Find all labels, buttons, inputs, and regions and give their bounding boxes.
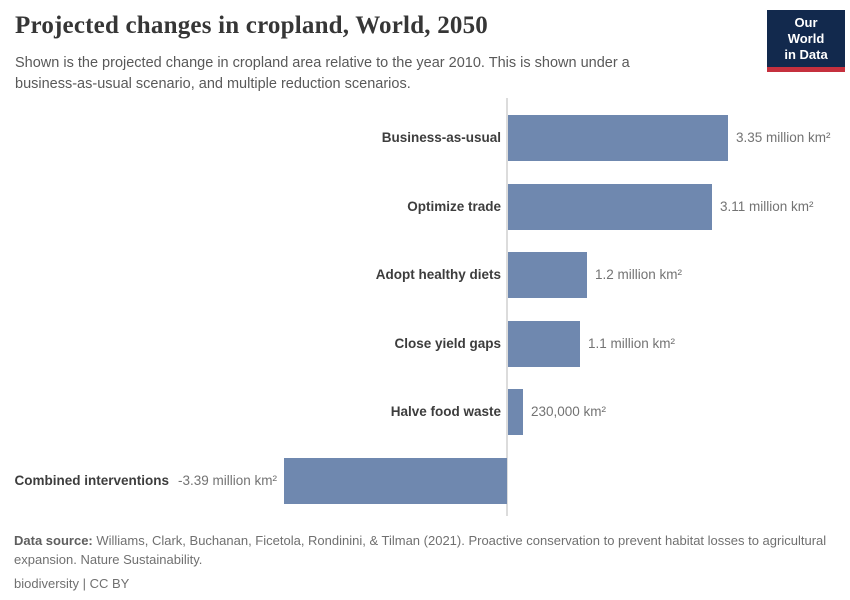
data-source-text: Williams, Clark, Buchanan, Ficetola, Ron… [14,533,827,567]
bar [508,252,587,298]
bar-row: Close yield gaps 1.1 million km² [0,321,850,367]
category-label: Combined interventions [14,473,169,488]
license-line: biodiversity | CC BY [14,576,130,591]
owid-logo: Our World in Data [767,10,845,72]
chart-footer: Data source: Williams, Clark, Buchanan, … [14,531,832,593]
bar-row: Halve food waste 230,000 km² [0,389,850,435]
chart-subtitle: Shown is the projected change in croplan… [15,55,630,92]
owid-logo-line1: Our World [787,15,825,46]
category-label: Business-as-usual [381,130,501,145]
category-label: Optimize trade [407,199,501,214]
zero-axis-line [506,98,508,516]
category-label: Halve food waste [390,404,501,419]
data-source-label: Data source: [14,533,93,548]
value-label: 1.1 million km² [588,336,676,351]
bar-row: Optimize trade 3.11 million km² [0,184,850,230]
bar [508,184,712,230]
value-label: 3.11 million km² [720,199,814,214]
bar [508,115,728,161]
bar [508,321,580,367]
bar-row: Business-as-usual 3.35 million km² [0,115,850,161]
bar [508,389,523,435]
bar-row: Adopt healthy diets 1.2 million km² [0,252,850,298]
page-title: Projected changes in cropland, World, 20… [15,12,488,39]
value-label: 230,000 km² [531,404,607,419]
value-label: -3.39 million km² [177,473,277,488]
value-label: 3.35 million km² [736,130,831,145]
category-label: Close yield gaps [394,336,501,351]
bar-row: Combined interventions -3.39 million km² [0,458,850,504]
bar [284,458,507,504]
value-label: 1.2 million km² [595,267,683,282]
owid-logo-line2: in Data [784,47,828,62]
category-label: Adopt healthy diets [375,267,501,282]
data-source-line: Data source: Williams, Clark, Buchanan, … [14,531,832,569]
